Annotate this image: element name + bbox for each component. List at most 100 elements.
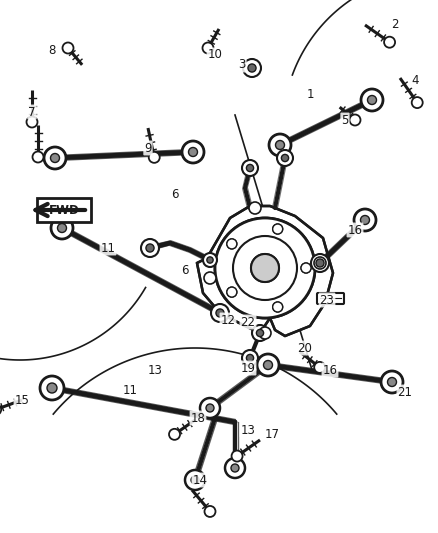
Text: 6: 6 (171, 189, 179, 201)
Circle shape (225, 458, 245, 478)
Circle shape (243, 59, 261, 77)
Circle shape (381, 371, 403, 393)
Circle shape (149, 152, 160, 163)
Circle shape (227, 239, 237, 249)
Circle shape (360, 215, 370, 224)
Circle shape (242, 160, 258, 176)
Circle shape (227, 287, 237, 297)
FancyBboxPatch shape (317, 293, 344, 304)
Text: FWD: FWD (49, 204, 79, 216)
Text: 14: 14 (192, 473, 208, 487)
Circle shape (247, 354, 254, 361)
Text: 18: 18 (191, 411, 205, 424)
Circle shape (251, 254, 279, 282)
Text: 11: 11 (123, 384, 138, 397)
Circle shape (216, 309, 224, 317)
Text: 6: 6 (181, 263, 189, 277)
Circle shape (354, 209, 376, 231)
Circle shape (361, 89, 383, 111)
Circle shape (207, 257, 213, 263)
Circle shape (202, 43, 213, 53)
Text: 11: 11 (100, 241, 116, 254)
Circle shape (384, 37, 395, 48)
Circle shape (182, 141, 204, 163)
Circle shape (227, 239, 237, 249)
Circle shape (63, 43, 74, 53)
Text: 22: 22 (240, 316, 255, 328)
Text: 1: 1 (306, 88, 314, 101)
Circle shape (227, 287, 237, 297)
Circle shape (273, 302, 283, 312)
Circle shape (0, 404, 1, 415)
Circle shape (252, 325, 268, 341)
Text: 10: 10 (208, 49, 223, 61)
Text: 4: 4 (411, 74, 419, 86)
Text: 16: 16 (347, 223, 363, 237)
Circle shape (273, 224, 283, 234)
Circle shape (205, 506, 215, 517)
Circle shape (206, 404, 214, 412)
Circle shape (314, 257, 326, 269)
Circle shape (248, 64, 256, 72)
Circle shape (50, 154, 60, 163)
Circle shape (200, 398, 220, 418)
Circle shape (264, 360, 272, 369)
Circle shape (32, 151, 43, 163)
Circle shape (215, 218, 315, 318)
Circle shape (273, 302, 283, 312)
Text: 7: 7 (28, 106, 36, 118)
Circle shape (185, 470, 205, 490)
Circle shape (257, 354, 279, 376)
Circle shape (367, 95, 377, 104)
Circle shape (44, 147, 66, 169)
Circle shape (51, 217, 73, 239)
Circle shape (242, 350, 258, 366)
Circle shape (311, 254, 329, 272)
Text: 2: 2 (391, 19, 399, 31)
Circle shape (251, 254, 279, 282)
Text: 13: 13 (240, 424, 255, 437)
Circle shape (249, 202, 261, 214)
Circle shape (256, 329, 264, 337)
Circle shape (269, 134, 291, 156)
Circle shape (232, 450, 243, 462)
Circle shape (211, 304, 229, 322)
Circle shape (277, 150, 293, 166)
Text: 17: 17 (265, 429, 279, 441)
Circle shape (301, 263, 311, 273)
Polygon shape (197, 206, 333, 336)
Text: 21: 21 (398, 385, 413, 399)
Circle shape (231, 464, 239, 472)
Circle shape (281, 155, 289, 161)
Text: 15: 15 (14, 393, 29, 407)
Circle shape (27, 117, 38, 127)
Text: 12: 12 (220, 313, 236, 327)
Circle shape (47, 383, 57, 393)
Text: 8: 8 (48, 44, 56, 56)
Text: 20: 20 (297, 342, 312, 354)
Circle shape (350, 115, 360, 125)
Circle shape (316, 259, 324, 267)
Circle shape (40, 376, 64, 400)
Circle shape (203, 253, 217, 267)
Circle shape (247, 164, 254, 172)
Text: 13: 13 (148, 364, 162, 376)
Text: 3: 3 (238, 59, 246, 71)
Circle shape (188, 148, 198, 157)
Circle shape (301, 263, 311, 273)
Text: 9: 9 (144, 141, 152, 155)
Circle shape (412, 97, 423, 108)
Text: 23: 23 (320, 294, 335, 306)
Circle shape (141, 239, 159, 257)
Circle shape (57, 223, 67, 232)
Circle shape (191, 476, 199, 484)
Circle shape (146, 244, 154, 252)
Text: 19: 19 (240, 361, 255, 375)
Circle shape (169, 429, 180, 440)
Text: 5: 5 (341, 114, 349, 126)
Text: 16: 16 (322, 364, 338, 376)
Circle shape (276, 141, 285, 149)
Circle shape (314, 362, 325, 373)
Circle shape (273, 224, 283, 234)
Circle shape (388, 377, 396, 386)
